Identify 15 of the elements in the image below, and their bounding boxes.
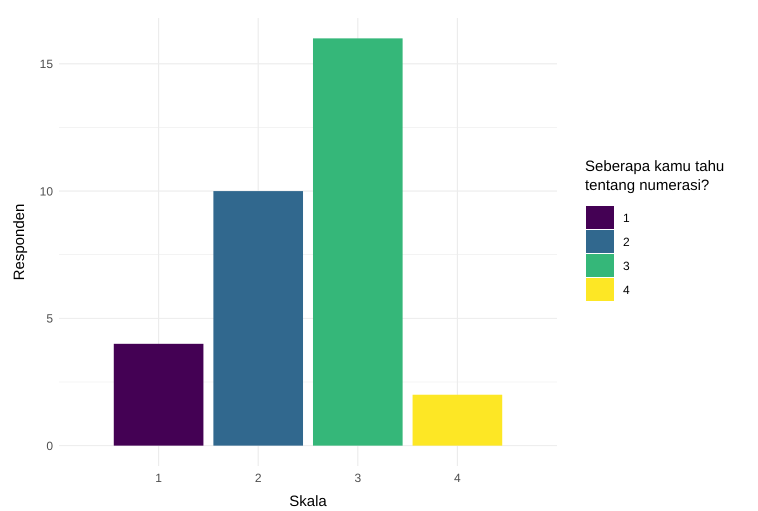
y-axis-title: Responden — [11, 204, 28, 280]
legend-title: Seberapa kamu tahu tentang numerasi? — [585, 158, 724, 194]
x-tick-label: 3 — [354, 471, 362, 485]
y-tick-label: 10 — [40, 184, 54, 198]
x-tick-label: 1 — [155, 471, 162, 485]
legend-label: 4 — [623, 283, 630, 298]
legend-label: 1 — [623, 211, 630, 226]
y-tick-label: 0 — [46, 438, 54, 453]
y-tick-label: 5 — [46, 312, 54, 326]
x-tick-label: 4 — [454, 471, 462, 485]
y-tick-label: 15 — [40, 57, 54, 72]
legend-label: 2 — [623, 235, 630, 250]
x-tick-label: 2 — [254, 471, 262, 485]
x-axis-title: Skala — [289, 493, 328, 510]
legend-label: 3 — [623, 259, 630, 274]
